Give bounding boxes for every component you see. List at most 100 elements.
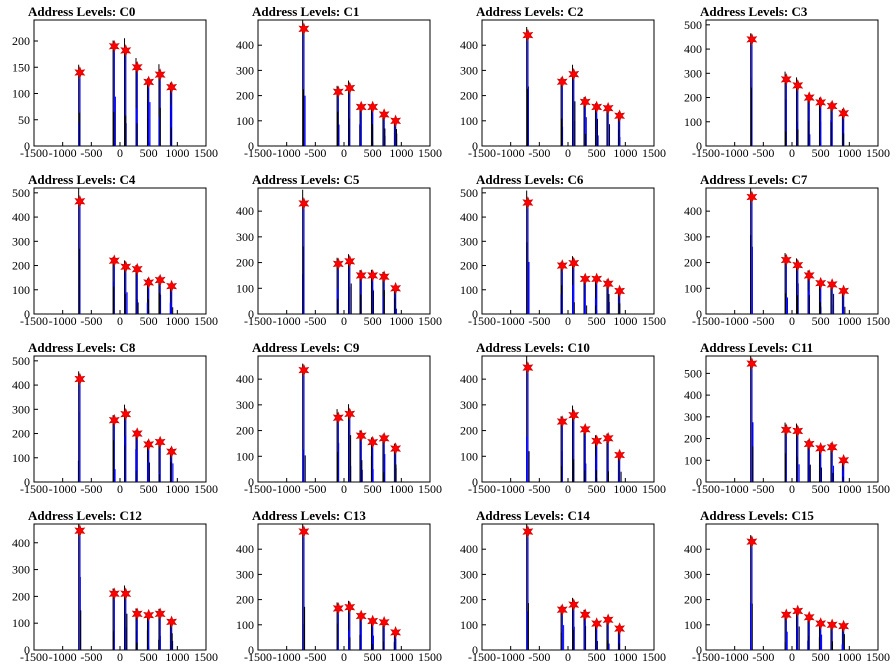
peak-marker xyxy=(815,442,827,455)
x-tick-label: 1000 xyxy=(837,314,861,328)
peak-marker xyxy=(143,276,155,289)
x-tick-label: 1500 xyxy=(866,146,890,160)
plot-frame xyxy=(257,187,431,315)
y-tick-label: 100 xyxy=(460,449,478,463)
peak-marker xyxy=(143,75,155,89)
peak-marker xyxy=(803,91,815,104)
peak-marker xyxy=(579,272,591,286)
x-tick-label: -1000 xyxy=(49,650,77,664)
x-tick-label: 500 xyxy=(140,314,158,328)
plot-frame xyxy=(705,523,879,651)
x-tick-label: -1500 xyxy=(244,650,272,664)
peak-marker xyxy=(298,197,310,210)
x-tick-label: -500 xyxy=(528,482,550,496)
x-tick-label: -1000 xyxy=(497,314,525,328)
plot-frame xyxy=(481,523,655,651)
x-tick-label: -1500 xyxy=(20,146,48,160)
y-tick-label: 200 xyxy=(12,589,30,603)
x-tick-label: 1000 xyxy=(389,482,413,496)
y-tick-label: 100 xyxy=(236,281,254,295)
plot-frame xyxy=(33,187,207,315)
y-tick-label: 300 xyxy=(12,563,30,577)
y-tick-label: 300 xyxy=(236,63,254,77)
peak-marker xyxy=(355,269,367,282)
chart-title: Address Levels: C14 xyxy=(476,508,590,523)
x-tick-label: -500 xyxy=(80,650,102,664)
x-tick-label: -1000 xyxy=(721,314,749,328)
peak-marker xyxy=(579,422,591,436)
x-tick-label: 500 xyxy=(140,650,158,664)
peak-marker xyxy=(108,413,120,427)
peak-marker xyxy=(568,598,580,611)
x-tick-label: 1500 xyxy=(418,314,442,328)
y-tick-label: 100 xyxy=(684,281,702,295)
x-tick-label: -1000 xyxy=(497,650,525,664)
chart-title: Address Levels: C3 xyxy=(700,4,808,19)
x-tick-label: -500 xyxy=(80,482,102,496)
y-tick-label: 0 xyxy=(472,643,478,657)
y-tick-label: 100 xyxy=(460,114,478,128)
x-tick-label: 1500 xyxy=(866,650,890,664)
peak-marker xyxy=(838,284,850,298)
peak-marker xyxy=(355,429,367,443)
y-tick-label: 0 xyxy=(472,139,478,153)
x-tick-label: 1000 xyxy=(837,650,861,664)
peak-marker xyxy=(332,85,344,99)
plot-frame xyxy=(257,523,431,651)
y-tick-label: 0 xyxy=(696,307,702,321)
chart-svg-2: 0 100 200 300 400 -1500 -1000 -500 0 500 1000 1500 xyxy=(460,19,666,160)
y-tick-label: 200 xyxy=(460,259,478,273)
y-tick-label: 0 xyxy=(248,475,254,489)
y-tick-label: 200 xyxy=(460,593,478,607)
y-tick-label: 400 xyxy=(236,372,254,386)
peak-marker xyxy=(367,100,379,114)
x-tick-label: 1000 xyxy=(613,482,637,496)
x-tick-label: 500 xyxy=(588,314,606,328)
y-tick-label: 100 xyxy=(236,114,254,128)
peak-marker xyxy=(378,270,390,284)
y-tick-label: 200 xyxy=(236,593,254,607)
peak-marker xyxy=(390,281,402,295)
peak-marker xyxy=(614,622,626,635)
peak-marker xyxy=(367,614,379,628)
chart-title: Address Levels: C0 xyxy=(28,4,136,19)
peak-marker xyxy=(591,272,603,286)
y-tick-label: 100 xyxy=(12,283,30,297)
chart-panel-3: 0 100 200 300 400 500 -1500 -1000 -500 0 500 1000 15… xyxy=(672,0,896,168)
y-tick-label: 300 xyxy=(236,567,254,581)
plot-frame xyxy=(705,19,879,147)
peak-marker xyxy=(522,525,534,538)
peak-marker xyxy=(568,256,580,270)
y-tick-label: 100 xyxy=(12,451,30,465)
chart-panel-10: 0 100 200 300 400 -1500 -1000 -500 0 500 1000 1500 A… xyxy=(448,336,672,504)
x-tick-label: 1000 xyxy=(837,146,861,160)
peak-marker xyxy=(746,535,758,548)
plot-frame xyxy=(33,523,207,651)
peak-marker xyxy=(367,269,379,282)
x-tick-label: 0 xyxy=(565,650,571,664)
x-tick-label: -1000 xyxy=(721,146,749,160)
chart-title: Address Levels: C11 xyxy=(700,340,814,355)
y-tick-label: 300 xyxy=(684,410,702,424)
y-tick-label: 400 xyxy=(12,210,30,224)
chart-title: Address Levels: C13 xyxy=(252,508,366,523)
peak-marker xyxy=(556,259,568,272)
y-tick-label: 500 xyxy=(684,366,702,380)
x-tick-label: 500 xyxy=(812,650,830,664)
y-tick-label: 300 xyxy=(236,398,254,412)
y-tick-label: 400 xyxy=(684,42,702,56)
peak-marker xyxy=(120,587,132,601)
y-tick-label: 200 xyxy=(236,424,254,438)
x-tick-label: -1000 xyxy=(721,650,749,664)
x-tick-label: 1500 xyxy=(866,314,890,328)
x-tick-label: -500 xyxy=(80,146,102,160)
peak-marker xyxy=(792,424,804,438)
y-tick-label: 100 xyxy=(684,115,702,129)
y-tick-label: 400 xyxy=(236,542,254,556)
x-tick-label: 0 xyxy=(789,314,795,328)
chart-svg-12: 0 100 200 300 400 -1500 -1000 -500 0 500 1000 1500 xyxy=(12,523,218,664)
chart-svg-5: 0 100 200 300 400 -1500 -1000 -500 0 500 1000 1500 xyxy=(236,187,442,328)
x-tick-label: 1500 xyxy=(418,482,442,496)
peak-marker xyxy=(108,254,120,267)
